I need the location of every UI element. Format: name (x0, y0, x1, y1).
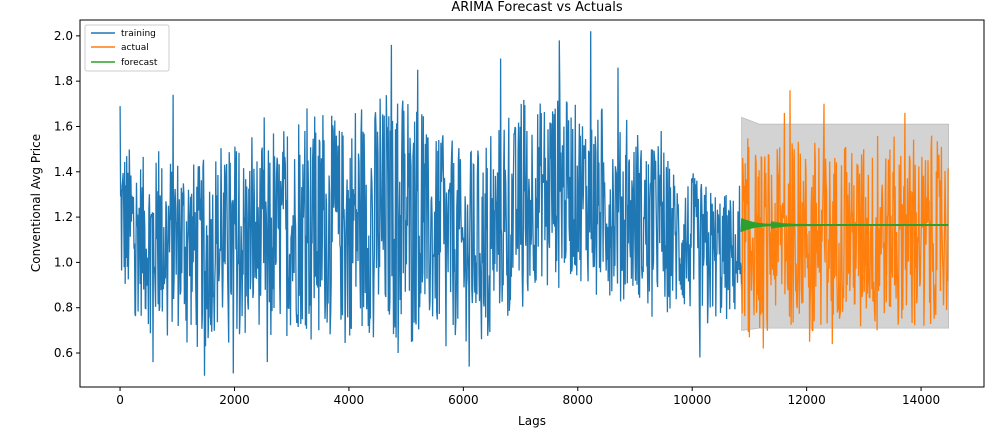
y-tick-label: 0.8 (54, 301, 73, 315)
y-axis-label: Conventional Avg Price (29, 134, 43, 272)
x-tick-label: 12000 (788, 393, 826, 407)
x-tick-label: 2000 (219, 393, 250, 407)
forecast-series-layer (740, 218, 949, 232)
x-tick-label: 10000 (673, 393, 711, 407)
x-tick-label: 4000 (334, 393, 365, 407)
y-tick-label: 2.0 (54, 29, 73, 43)
y-tick-label: 1.8 (54, 74, 73, 88)
y-tick-label: 0.6 (54, 346, 73, 360)
x-tick-label: 6000 (448, 393, 479, 407)
x-tick-label: 0 (116, 393, 124, 407)
legend: training actual forecast (84, 24, 170, 72)
x-axis-label: Lags (518, 414, 546, 428)
y-tick-label: 1.6 (54, 119, 73, 133)
legend-box (84, 24, 170, 72)
x-axis-ticks: 0 2000 4000 6000 8000 10000 12000 14000 (116, 387, 940, 407)
y-tick-label: 1.4 (54, 165, 73, 179)
chart-title: ARIMA Forecast vs Actuals (451, 0, 622, 15)
legend-forecast-label: forecast (121, 58, 158, 68)
legend-training-label: training (121, 29, 156, 39)
y-axis-ticks: 0.6 0.8 1.0 1.2 1.4 1.6 1.8 2.0 (54, 29, 80, 360)
x-tick-label: 14000 (902, 393, 940, 407)
legend-actual-label: actual (121, 43, 149, 53)
actual-line (740, 90, 949, 349)
x-tick-label: 8000 (562, 393, 593, 407)
plot-frame (79, 19, 985, 388)
training-line (119, 31, 743, 376)
training-series-layer (119, 31, 743, 376)
forecast-line (740, 218, 949, 232)
actual-series-layer (740, 90, 949, 349)
y-tick-label: 1.2 (54, 210, 73, 224)
y-tick-label: 1.0 (54, 255, 73, 269)
